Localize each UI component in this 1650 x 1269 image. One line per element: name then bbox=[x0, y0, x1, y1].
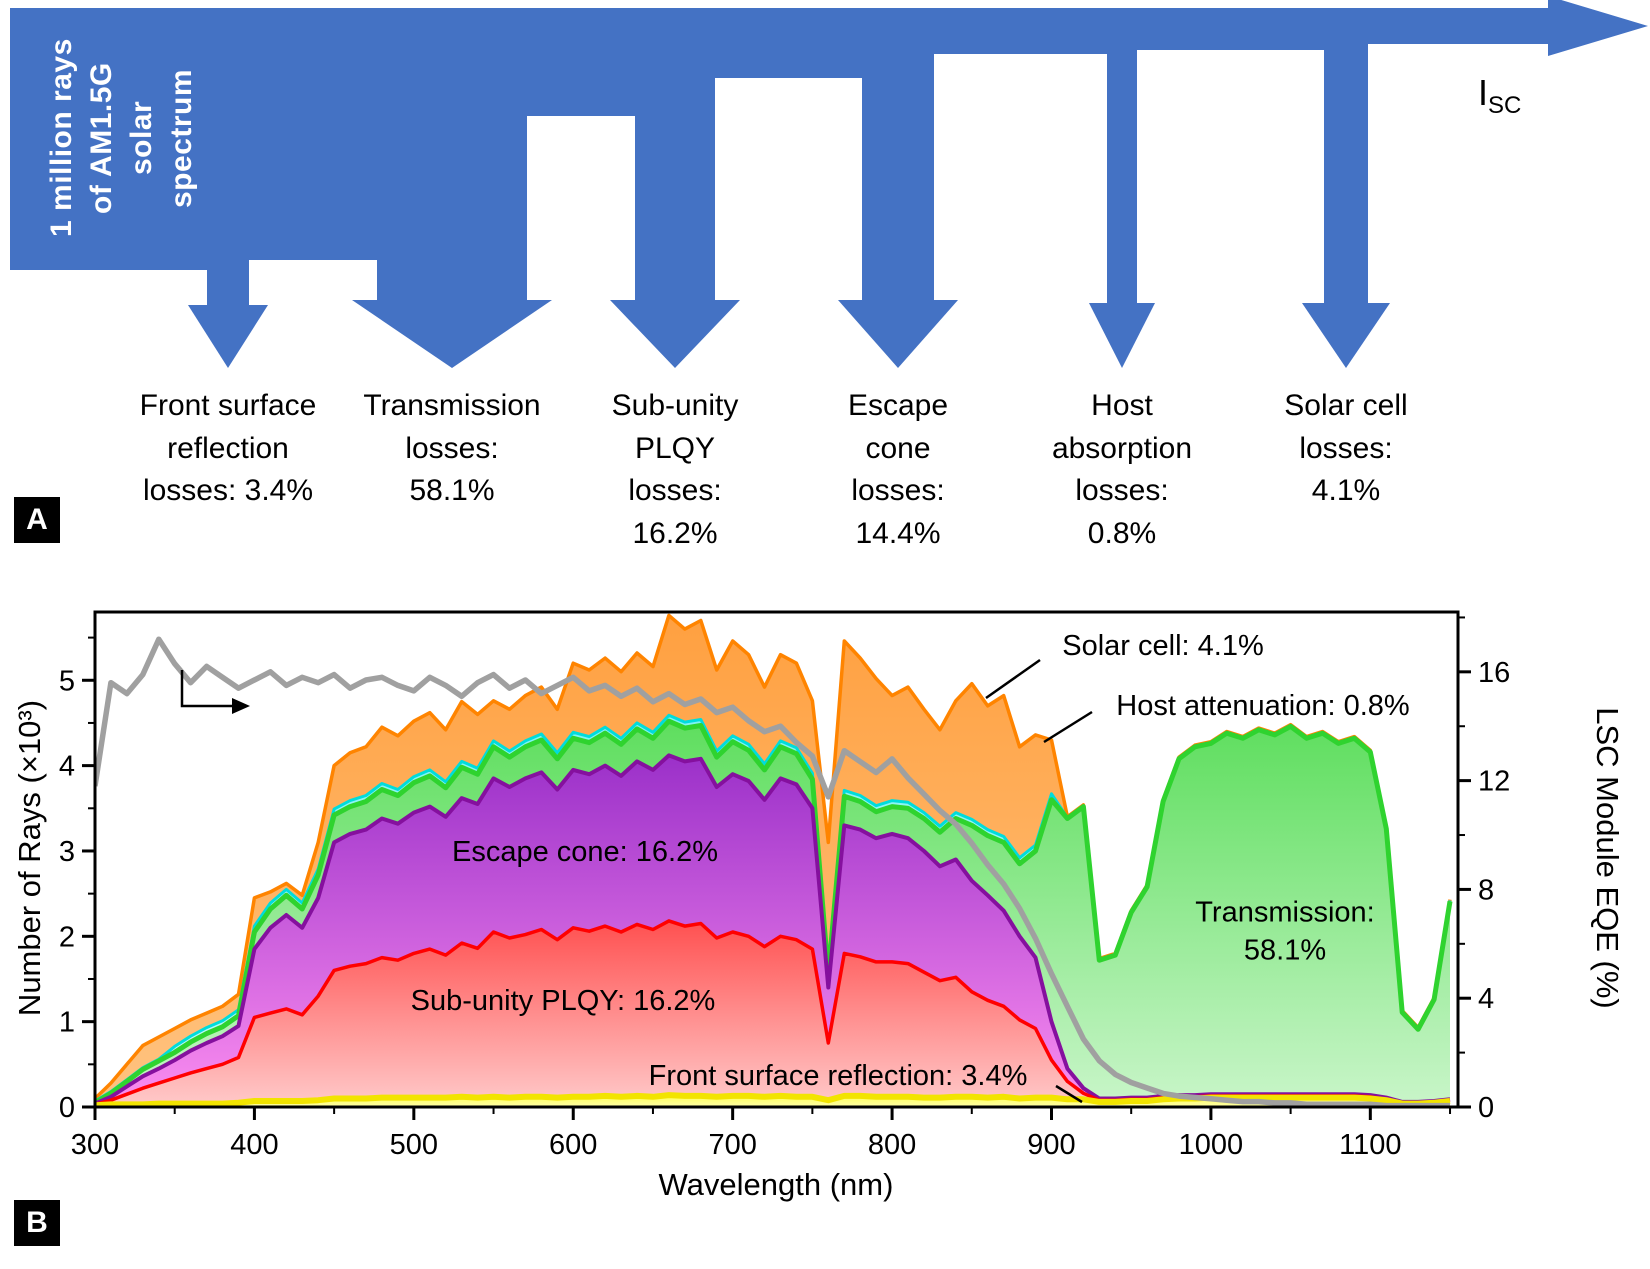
svg-text:600: 600 bbox=[549, 1129, 597, 1161]
svg-text:1000: 1000 bbox=[1179, 1129, 1244, 1161]
branch-transmission bbox=[377, 150, 527, 305]
svg-text:0: 0 bbox=[59, 1092, 75, 1124]
svg-text:5: 5 bbox=[59, 665, 75, 697]
y-right-axis-title: LSC Module EQE (%) bbox=[1590, 707, 1625, 1009]
area-transmission bbox=[95, 721, 1450, 1104]
source-label-line: of AM1.5G bbox=[85, 62, 118, 214]
svg-text:8: 8 bbox=[1478, 874, 1494, 906]
svg-text:700: 700 bbox=[708, 1129, 756, 1161]
branch-host-absorption-head bbox=[1089, 303, 1155, 368]
svg-text:0: 0 bbox=[1478, 1092, 1494, 1124]
panel-b-badge: B bbox=[14, 1200, 60, 1246]
source-spectrum-label: 1 million rays of AM1.5G solar spectrum bbox=[22, 18, 222, 258]
eqe-line bbox=[95, 636, 1450, 1109]
svg-text:500: 500 bbox=[390, 1129, 438, 1161]
loss-label-host-absorption: Host absorption losses: 0.8% bbox=[1051, 389, 1193, 550]
svg-text:400: 400 bbox=[230, 1129, 278, 1161]
flow-segment bbox=[934, 8, 1137, 54]
branch-escape-cone bbox=[862, 60, 934, 302]
svg-text:1: 1 bbox=[59, 1007, 75, 1039]
line-transmission bbox=[95, 718, 1453, 1105]
svg-text:1100: 1100 bbox=[1339, 1129, 1401, 1161]
loss-label-transmission: Transmission losses: 58.1% bbox=[363, 389, 541, 508]
isc-subscript: SC bbox=[1488, 92, 1522, 120]
panel-b-chart: 300 400 500 600 700 800 900 1000 1100 0 1 2 3 4 5 0 4 8 12… bbox=[0, 600, 1650, 1269]
annotation-host-attenuation: Host attenuation: 0.8% bbox=[1116, 690, 1410, 723]
isc-label: ISC bbox=[1478, 72, 1521, 120]
loss-label-escape-cone: Escape cone losses: 14.4% bbox=[847, 389, 949, 550]
isc-symbol: I bbox=[1478, 72, 1489, 113]
plot-svg: 300 400 500 600 700 800 900 1000 110001234504812… bbox=[59, 610, 1510, 1161]
area-escape-cone bbox=[95, 755, 1450, 1105]
svg-text:300: 300 bbox=[71, 1129, 119, 1161]
svg-text:2: 2 bbox=[59, 921, 75, 953]
branch-solar-cell bbox=[1324, 40, 1368, 305]
flow-band bbox=[10, 0, 1648, 368]
svg-text:4: 4 bbox=[1478, 983, 1494, 1015]
branch-solar-cell-head bbox=[1302, 303, 1390, 368]
flow-segment bbox=[527, 8, 715, 116]
axes: 300 400 500 600 700 800 900 1000 110001234504812… bbox=[59, 610, 1510, 1161]
annotation-solar-cell: Solar cell: 4.1% bbox=[1062, 630, 1264, 663]
annotation-transmission: Transmission: 58.1% bbox=[1195, 896, 1375, 966]
isc-arrowhead bbox=[1548, 0, 1648, 56]
flow-diagram-svg bbox=[10, 0, 1648, 368]
svg-text:900: 900 bbox=[1027, 1129, 1075, 1161]
y-left-axis-title: Number of Rays (×10³) bbox=[12, 699, 47, 1017]
svg-text:16: 16 bbox=[1478, 657, 1510, 689]
branch-plqy bbox=[635, 100, 715, 302]
branch-front-reflection bbox=[207, 200, 249, 308]
area-sub-unity-plqy bbox=[95, 920, 1450, 1106]
panel-a-sankey: 1 million rays of AM1.5G solar spectrum … bbox=[0, 0, 1650, 600]
branch-transmission-head bbox=[352, 300, 552, 368]
annotation-leaders bbox=[180, 658, 1093, 1104]
flow-segment bbox=[1368, 8, 1548, 44]
svg-text:800: 800 bbox=[868, 1129, 916, 1161]
svg-text:3: 3 bbox=[59, 836, 75, 868]
branch-escape-cone-head bbox=[838, 300, 958, 368]
branch-front-reflection-head bbox=[188, 305, 268, 368]
svg-text:12: 12 bbox=[1478, 766, 1510, 798]
loss-label-plqy: Sub-unity PLQY losses: 16.2% bbox=[611, 389, 739, 550]
area-solar-cell bbox=[95, 615, 1450, 1101]
branch-host-absorption bbox=[1107, 40, 1137, 305]
annotation-sub-unity-plqy: Sub-unity PLQY: 16.2% bbox=[410, 985, 716, 1018]
loss-label-solar-cell: Solar cell losses: 4.1% bbox=[1284, 389, 1408, 508]
svg-text:4: 4 bbox=[59, 751, 75, 783]
loss-label-front-reflection: Front surface reflection losses: 3.4% bbox=[139, 389, 317, 508]
panel-a-badge: A bbox=[14, 497, 60, 543]
right-axis-pointer-arrowhead bbox=[232, 698, 250, 714]
source-label-line: solar bbox=[125, 100, 158, 176]
source-label-line: 1 million rays bbox=[45, 38, 78, 238]
x-axis-title: Wavelength (nm) bbox=[658, 1167, 894, 1202]
branch-plqy-head bbox=[610, 300, 740, 368]
annotation-front-reflection: Front surface reflection: 3.4% bbox=[648, 1060, 1028, 1093]
source-label-line: spectrum bbox=[165, 68, 198, 208]
annotation-escape-cone: Escape cone: 16.2% bbox=[451, 836, 719, 869]
